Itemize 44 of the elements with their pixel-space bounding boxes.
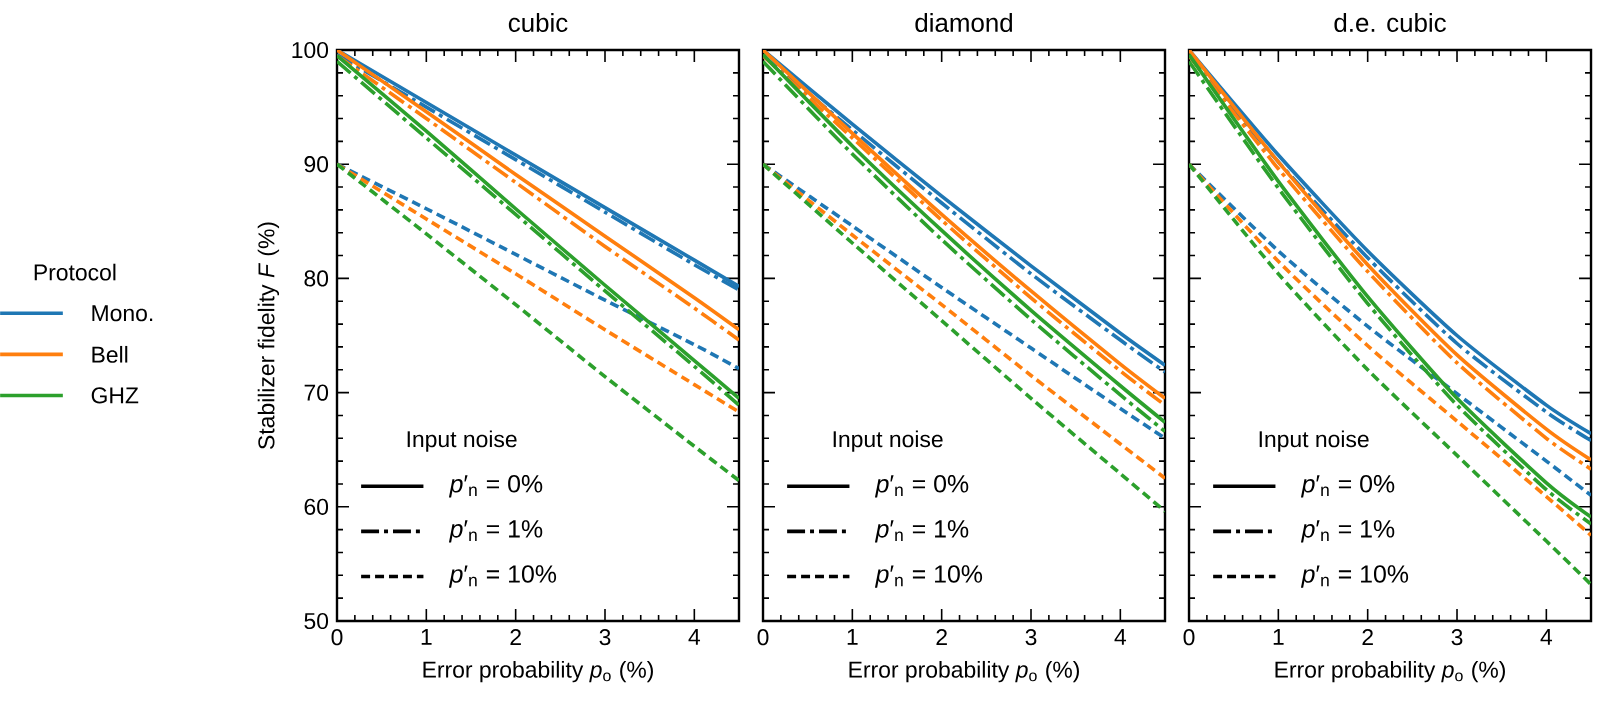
x-tick-label: 2 bbox=[936, 629, 947, 646]
chart-title: cubic bbox=[508, 12, 568, 32]
x-tick-label: 1 bbox=[421, 629, 432, 645]
chart-title: diamond bbox=[915, 12, 1013, 32]
x-axis-title: Error probability p$_{o}$ (%) bbox=[849, 660, 1079, 683]
y-tick-label: 100 bbox=[292, 41, 329, 59]
x-tick-label: 1 bbox=[847, 629, 858, 645]
y-axis-title: Stabilizer fidelity F (%) bbox=[257, 222, 280, 449]
x-tick-label: 0 bbox=[1183, 629, 1195, 646]
x-tick-label: 2 bbox=[1362, 629, 1373, 646]
x-tick-label: 3 bbox=[599, 629, 611, 646]
y-tick-label: 80 bbox=[304, 270, 329, 287]
x-tick-label: 3 bbox=[1451, 629, 1463, 646]
annotation: Input noise bbox=[833, 430, 943, 452]
annotation: Input noise bbox=[1259, 430, 1369, 452]
x-axis-title: Error probability p$_{o}$ (%) bbox=[423, 660, 653, 683]
y-tick-label: 70 bbox=[304, 384, 329, 401]
x-tick-label: 0 bbox=[757, 629, 769, 646]
annotation: p′$_{n}$ = 1% bbox=[448, 520, 543, 543]
y-tick-label: 50 bbox=[304, 612, 329, 630]
annotation: Input noise bbox=[407, 430, 517, 452]
annotation: p′$_{n}$ = 1% bbox=[1300, 520, 1395, 543]
x-tick-label: 4 bbox=[1114, 629, 1127, 645]
annotation: p′$_{n}$ = 1% bbox=[874, 520, 969, 543]
x-tick-label: 3 bbox=[1025, 629, 1037, 646]
chart-title: d.e. cubic bbox=[1334, 12, 1446, 32]
x-tick-label: 4 bbox=[1540, 629, 1553, 645]
annotation: p′$_{n}$ = 0% bbox=[874, 474, 969, 498]
y-tick-label: 60 bbox=[304, 498, 329, 515]
legend-title: Protocol bbox=[34, 263, 116, 281]
y-tick-label: 90 bbox=[304, 156, 329, 173]
x-tick-label: 2 bbox=[510, 629, 521, 646]
annotation: p′$_{n}$ = 10% bbox=[1300, 565, 1409, 588]
x-tick-label: 0 bbox=[331, 629, 343, 646]
x-tick-label: 1 bbox=[1273, 629, 1284, 645]
x-tick-label: 4 bbox=[688, 629, 701, 645]
legend-label: GHZ bbox=[91, 387, 139, 404]
annotation: p′$_{n}$ = 0% bbox=[448, 474, 543, 498]
annotation: p′$_{n}$ = 10% bbox=[448, 565, 557, 588]
annotation: p′$_{n}$ = 0% bbox=[1300, 474, 1395, 498]
legend-label: Mono. bbox=[92, 305, 153, 322]
x-axis-title: Error probability p$_{o}$ (%) bbox=[1275, 660, 1505, 683]
annotation: p′$_{n}$ = 10% bbox=[874, 565, 983, 588]
legend-label: Bell bbox=[92, 345, 128, 363]
